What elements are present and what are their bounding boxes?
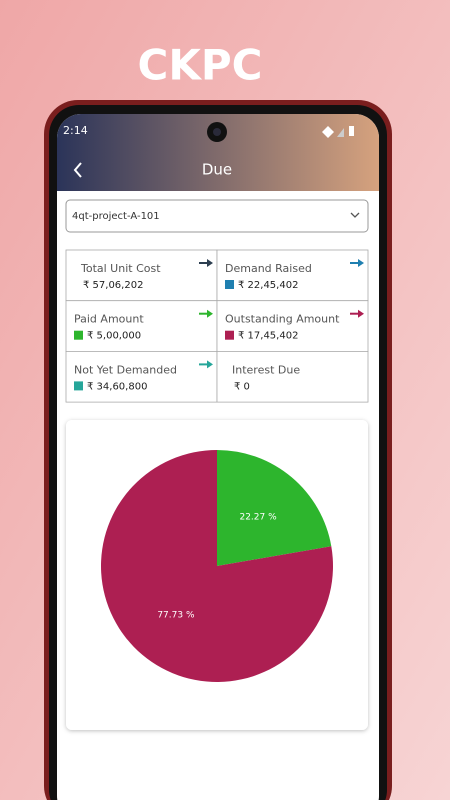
summary-value: ₹ 34,60,800 bbox=[87, 381, 147, 392]
summary-cell[interactable] bbox=[65, 300, 218, 352]
summary-cell[interactable] bbox=[216, 300, 369, 352]
summary-label: Not Yet Demanded bbox=[74, 363, 177, 376]
summary-arrow-head[interactable] bbox=[207, 360, 213, 369]
slice-label: 77.73 % bbox=[157, 610, 195, 620]
back-button[interactable] bbox=[73, 162, 82, 178]
pie-slice bbox=[217, 450, 332, 566]
summary-cell[interactable] bbox=[216, 249, 369, 302]
signal-icon bbox=[337, 128, 344, 137]
wifi-icon bbox=[322, 126, 334, 138]
summary-arrow-head[interactable] bbox=[207, 309, 213, 318]
app-title: Due bbox=[202, 161, 232, 179]
summary-label: Interest Due bbox=[232, 363, 300, 376]
summary-swatch bbox=[74, 330, 83, 340]
camera-lens bbox=[213, 128, 221, 136]
summary-value: ₹ 22,45,402 bbox=[238, 280, 298, 291]
banner: CKPC bbox=[138, 41, 263, 90]
pie-slice bbox=[101, 450, 333, 683]
summary-cell[interactable] bbox=[65, 350, 218, 403]
summary-arrow-head[interactable] bbox=[207, 259, 213, 267]
status-time: 2:14 bbox=[63, 124, 88, 137]
summary-cell[interactable] bbox=[65, 249, 218, 302]
summary-swatch bbox=[74, 381, 83, 391]
summary-label: Demand Raised bbox=[225, 262, 312, 275]
dropdown-caret bbox=[350, 212, 360, 218]
summary-swatch bbox=[225, 280, 234, 289]
summary-value: ₹ 0 bbox=[234, 381, 250, 392]
summary-value: ₹ 57,06,202 bbox=[83, 280, 143, 291]
summary-swatch bbox=[225, 330, 234, 340]
summary-label: Outstanding Amount bbox=[225, 313, 340, 326]
summary-arrow-head[interactable] bbox=[358, 259, 364, 267]
summary-value: ₹ 5,00,000 bbox=[87, 331, 141, 342]
summary-value: ₹ 17,45,402 bbox=[238, 331, 298, 342]
battery-icon bbox=[349, 126, 354, 136]
summary-cell bbox=[216, 350, 369, 403]
slice-label: 22.27 % bbox=[239, 513, 277, 523]
summary-arrow-head[interactable] bbox=[358, 309, 364, 318]
summary-label: Paid Amount bbox=[74, 313, 144, 326]
project-dropdown[interactable] bbox=[65, 199, 369, 233]
summary-label: Total Unit Cost bbox=[80, 262, 161, 275]
app-bar bbox=[57, 114, 379, 191]
dropdown-value: 4qt-project-A-101 bbox=[72, 211, 160, 222]
